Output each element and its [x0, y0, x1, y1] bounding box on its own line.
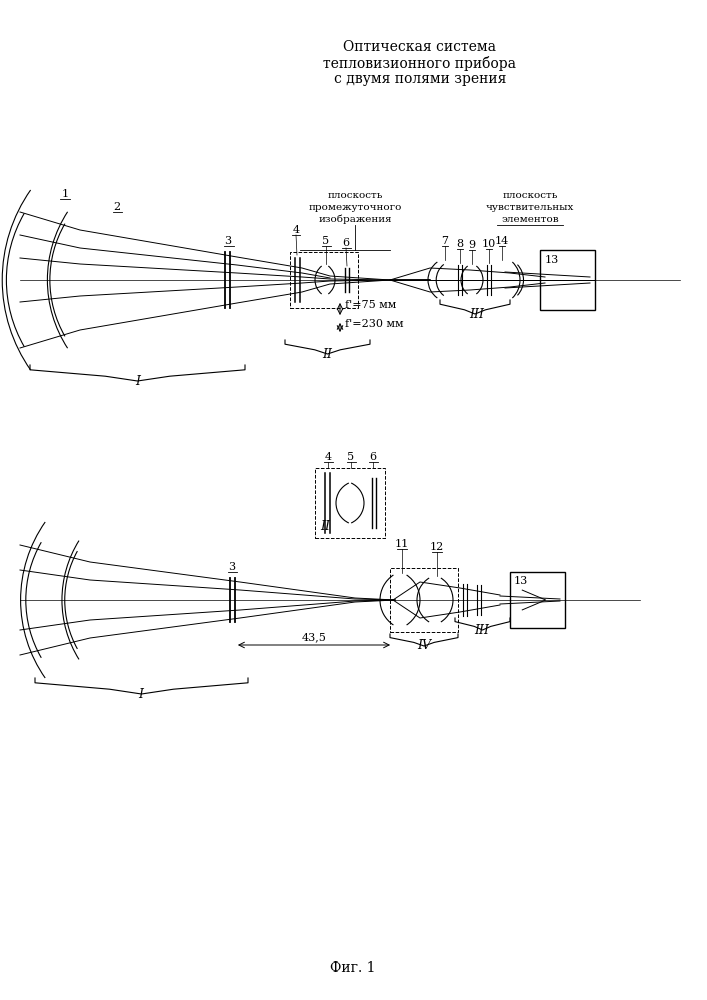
Text: 14: 14 — [495, 236, 509, 246]
Text: II: II — [320, 520, 330, 533]
Text: III: III — [474, 624, 489, 637]
Text: Оптическая система: Оптическая система — [344, 40, 496, 54]
Text: 5: 5 — [322, 236, 329, 246]
Text: IV: IV — [417, 639, 431, 652]
Text: 43,5: 43,5 — [302, 632, 327, 642]
Text: 12: 12 — [430, 542, 444, 552]
Text: I: I — [136, 375, 141, 388]
Text: 10: 10 — [482, 239, 496, 249]
Text: промежуточного: промежуточного — [308, 203, 402, 212]
Text: тепловизионного прибора: тепловизионного прибора — [324, 56, 517, 71]
Bar — [540, 250, 595, 310]
Text: 7: 7 — [441, 236, 448, 246]
Text: 13: 13 — [514, 576, 528, 586]
Text: 13: 13 — [545, 255, 559, 265]
Text: 2: 2 — [113, 202, 121, 212]
Text: 1: 1 — [62, 189, 69, 199]
Text: изображения: изображения — [318, 215, 392, 224]
Bar — [390, 568, 458, 632]
Text: I: I — [139, 688, 144, 701]
Text: 8: 8 — [457, 239, 464, 249]
Text: 4: 4 — [325, 452, 332, 462]
Text: элементов: элементов — [501, 215, 559, 224]
Text: с двумя полями зрения: с двумя полями зрения — [334, 72, 506, 86]
Text: f'=230 мм: f'=230 мм — [345, 319, 404, 329]
Text: 11: 11 — [395, 539, 409, 549]
Text: плоскость: плоскость — [502, 191, 558, 200]
Text: 4: 4 — [293, 225, 300, 235]
Text: Фиг. 1: Фиг. 1 — [330, 961, 375, 975]
Text: 3: 3 — [228, 562, 235, 572]
Text: II: II — [322, 348, 332, 361]
Text: III: III — [469, 308, 484, 321]
Bar — [315, 468, 385, 538]
Bar — [290, 252, 358, 308]
Text: чувствительных: чувствительных — [486, 203, 574, 212]
Text: 6: 6 — [370, 452, 377, 462]
Text: 5: 5 — [347, 452, 355, 462]
Text: f'=75 мм: f'=75 мм — [345, 300, 396, 310]
Bar — [510, 572, 565, 628]
Text: 6: 6 — [342, 238, 349, 248]
Text: 9: 9 — [469, 240, 476, 250]
Text: плоскость: плоскость — [327, 191, 382, 200]
Text: 3: 3 — [224, 236, 232, 246]
